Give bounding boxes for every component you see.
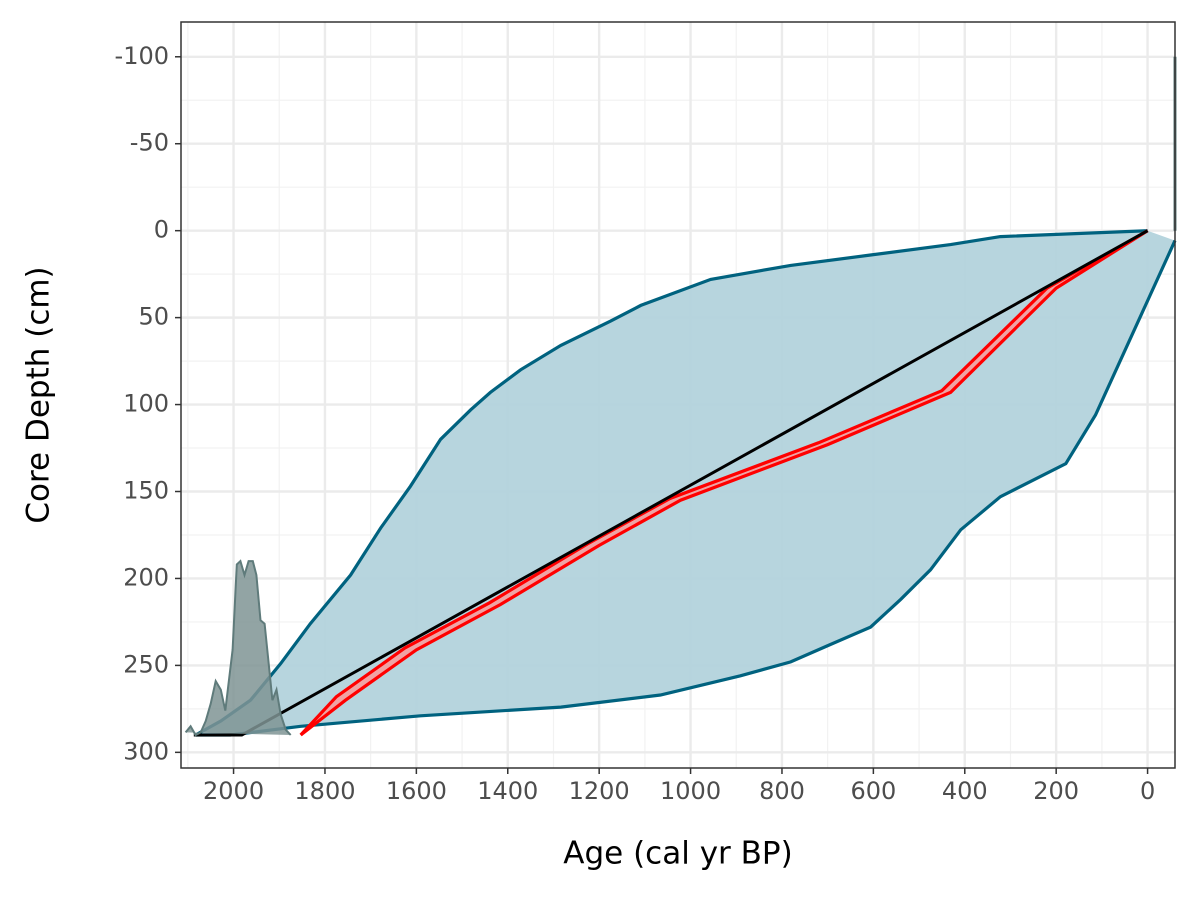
y-axis-title: Core Depth (cm) [21, 266, 57, 523]
y-tick-label: -100 [115, 42, 169, 70]
band-edge [194, 229, 1148, 737]
y-tick-label: 200 [123, 563, 169, 591]
band-fill [195, 230, 1176, 735]
x-tick-label: 1400 [477, 777, 538, 805]
x-tick-label: 200 [1033, 777, 1079, 805]
x-tick-label: 1600 [386, 777, 447, 805]
x-tick-label: 2000 [203, 777, 264, 805]
y-tick-label: 50 [138, 303, 169, 331]
x-tick-label: 1200 [569, 777, 630, 805]
y-tick-label: 0 [154, 216, 169, 244]
band-edge [299, 229, 1149, 737]
x-tick-label: 1000 [660, 777, 721, 805]
x-axis-title: Age (cal yr BP) [563, 836, 792, 872]
y-tick-label: 250 [123, 650, 169, 678]
x-tick-label: 800 [759, 777, 805, 805]
x-tick-label: 1800 [294, 777, 355, 805]
x-tick-label: 400 [942, 777, 988, 805]
y-tick-label: 150 [123, 477, 169, 505]
line [193, 229, 1149, 737]
band-edge [195, 239, 1177, 737]
x-tick-label: 600 [850, 777, 896, 805]
x-tick-label: 0 [1140, 777, 1155, 805]
y-tick-label: -50 [130, 129, 169, 157]
density [184, 559, 292, 737]
y-tick-label: 300 [123, 737, 169, 765]
plot-border [180, 21, 1176, 769]
y-tick-label: 100 [123, 390, 169, 418]
